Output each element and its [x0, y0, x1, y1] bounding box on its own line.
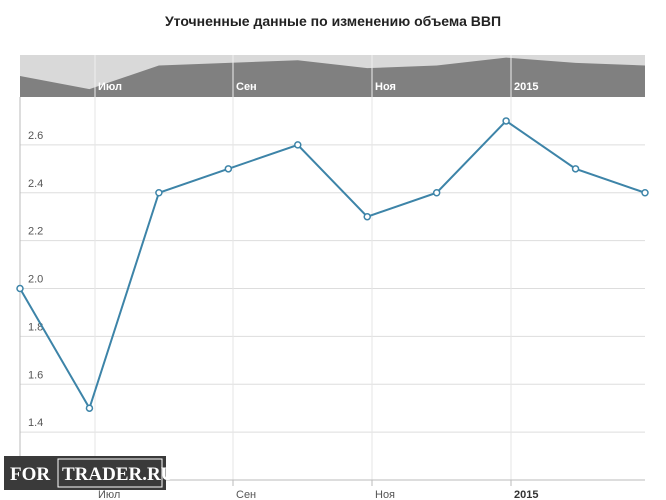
x-tick-label: 2015 — [514, 489, 538, 500]
chart-title: Уточненные данные по изменению объема ВВ… — [165, 13, 501, 29]
watermark-text: FOR — [10, 464, 50, 485]
data-point — [363, 212, 371, 221]
navigator-label: Сен — [236, 81, 257, 93]
y-tick-label: 1.6 — [28, 369, 43, 381]
watermark-text: TRADER.RU — [62, 464, 175, 485]
data-point — [641, 189, 649, 197]
y-tick-label: 1.4 — [28, 417, 43, 429]
data-point — [16, 284, 24, 293]
y-tick-label: 2.4 — [28, 178, 43, 190]
y-tick-label: 2.6 — [28, 130, 43, 142]
y-tick-label: 1.8 — [28, 321, 43, 333]
x-tick-label: Ноя — [375, 489, 395, 500]
data-point — [294, 141, 302, 149]
data-point — [571, 165, 580, 173]
y-tick-label: 2.2 — [28, 226, 43, 238]
series-line — [19, 119, 646, 411]
navigator-area — [20, 57, 645, 97]
x-tick-label: Сен — [236, 489, 256, 500]
navigator-label: Июл — [98, 81, 122, 93]
y-tick-label: 2.0 — [28, 274, 43, 286]
x-tick-label: Июл — [98, 489, 120, 500]
data-point — [224, 165, 233, 173]
data-point — [85, 404, 94, 412]
watermark-bg — [4, 456, 166, 490]
navigator-label: Ноя — [375, 81, 396, 93]
watermark-box — [57, 458, 163, 488]
data-point — [432, 189, 441, 197]
data-point — [155, 189, 163, 197]
data-point — [502, 117, 510, 125]
navigator-label: 2015 — [514, 81, 538, 93]
